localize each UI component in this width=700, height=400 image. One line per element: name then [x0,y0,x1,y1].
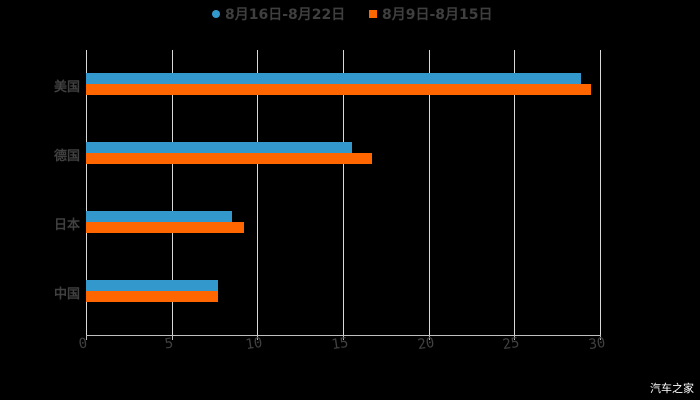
x-tick-label: 30 [587,334,607,354]
axis-tick [429,335,430,340]
bar-series2[interactable] [86,84,591,95]
gridline [514,50,515,335]
axis-tick [343,335,344,340]
x-tick-label: 15 [330,334,350,354]
legend-marker-blue-icon [212,10,220,18]
category-label: 美国 [53,80,80,95]
x-tick-label: 0 [77,335,89,353]
gridline [429,50,430,335]
legend-label: 8月9日-8月15日 [382,7,493,23]
x-tick-label: 5 [163,335,175,353]
gridline [257,50,258,335]
bar-series2[interactable] [86,153,372,164]
bar-series1[interactable] [86,142,352,153]
legend-item-series1[interactable]: 8月16日-8月22日 [212,4,345,24]
gridline [343,50,344,335]
x-tick-label: 10 [244,334,264,354]
axis-tick [86,335,87,340]
axis-tick [600,335,601,340]
axis-tick [257,335,258,340]
legend-label: 8月16日-8月22日 [225,7,346,23]
bar-series1[interactable] [86,280,218,291]
category-label: 日本 [53,218,80,233]
category-label: 中国 [53,287,80,302]
x-tick-label: 25 [501,334,521,354]
bar-series2[interactable] [86,291,218,302]
bar-series2[interactable] [86,222,244,233]
legend-marker-orange-icon [369,10,377,18]
legend-item-series2[interactable]: 8月9日-8月15日 [369,4,493,24]
gridline [86,50,87,335]
bar-series1[interactable] [86,211,232,222]
x-axis [86,335,601,336]
bar-series1[interactable] [86,73,581,84]
axis-tick [172,335,173,340]
chart-legend: 8月16日-8月22日 8月9日-8月15日 [0,4,700,24]
axis-tick [514,335,515,340]
gridline [172,50,173,335]
category-label: 德国 [53,149,80,164]
gridline [600,50,601,335]
x-tick-label: 20 [416,334,436,354]
watermark: 汽车之家 [650,382,694,395]
